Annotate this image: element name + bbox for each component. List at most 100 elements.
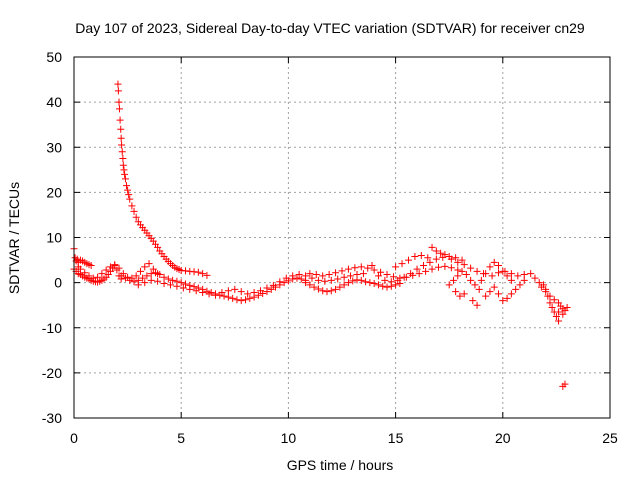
data-point [551,296,558,303]
data-point [263,285,270,292]
data-point [486,263,493,270]
data-point [358,277,365,284]
data-point [508,277,515,284]
data-point [399,260,406,267]
data-point [115,87,122,94]
data-point [514,272,521,279]
data-point [203,272,210,279]
data-point [341,274,348,281]
data-point [521,271,528,278]
data-point [173,283,180,290]
data-point [405,257,412,264]
x-tick-label: 25 [602,430,618,446]
data-point [454,272,461,279]
y-tick-label: -30 [42,410,62,426]
data-point [362,278,369,285]
data-point [229,295,236,302]
data-point [512,286,519,293]
data-point [452,288,459,295]
data-point [125,191,132,198]
data-point [199,270,206,277]
data-point [495,262,502,269]
data-point [491,259,498,266]
data-point [334,276,341,283]
y-tick-label: 50 [46,49,62,65]
data-point [276,278,283,285]
data-points [71,81,571,390]
data-point [471,281,478,288]
y-tick-label: -20 [42,365,62,381]
data-point [319,287,326,294]
x-axis-label: GPS time / hours [287,457,394,473]
y-tick-label: 40 [46,94,62,110]
y-tick-label: 20 [46,184,62,200]
y-tick-label: 10 [46,230,62,246]
data-point [345,266,352,273]
data-point [315,285,322,292]
data-point [225,287,232,294]
data-point [392,263,399,270]
data-point [116,105,123,112]
sdtvar-chart: Day 107 of 2023, Sidereal Day-to-day VTE… [0,0,640,480]
data-point [328,287,335,294]
data-point [126,196,133,203]
data-point [411,253,418,260]
data-point [371,280,378,287]
data-point [441,263,448,270]
data-point [531,275,538,282]
data-point [339,267,346,274]
data-point [486,288,493,295]
data-point [429,266,436,273]
x-tick-label: 20 [495,430,511,446]
data-point [114,81,121,88]
data-point [478,277,485,284]
data-point [467,265,474,272]
data-point [467,277,474,284]
data-point [474,302,481,309]
data-point [123,182,130,189]
data-point [448,264,455,271]
tick-labels: 0 5 10 15 20 25-30-20-1001020304050 [42,49,618,446]
data-point [120,166,127,173]
data-point [238,288,245,295]
data-point [231,286,238,293]
data-point [116,99,123,106]
data-point [491,284,498,291]
data-point [120,162,127,169]
data-point [418,252,425,259]
data-point [238,297,245,304]
data-point [119,155,126,162]
data-point [148,277,155,284]
data-point [446,281,453,288]
data-point [435,264,442,271]
data-point [137,268,144,275]
data-point [358,263,365,270]
data-point [351,264,358,271]
data-point [508,290,515,297]
y-tick-label: 0 [54,275,62,291]
data-point [323,288,330,295]
data-point [384,284,391,291]
data-point [459,268,466,275]
data-point [469,297,476,304]
chart-title: Day 107 of 2023, Sidereal Day-to-day VTE… [75,20,585,36]
data-point [433,256,440,263]
data-point [121,171,128,178]
data-point [516,281,523,288]
data-point [199,289,206,296]
data-point [117,126,124,133]
data-point [146,260,153,267]
data-point [429,244,436,251]
x-tick-label: 10 [281,430,297,446]
x-tick-label: 5 [177,430,185,446]
data-point [495,290,502,297]
data-point [154,278,161,285]
data-point [360,270,367,277]
data-point [527,270,534,277]
data-point [118,135,125,142]
data-point [489,272,496,279]
data-point [463,271,470,278]
y-tick-label: -10 [42,320,62,336]
data-point [495,269,502,276]
data-point [233,296,240,303]
